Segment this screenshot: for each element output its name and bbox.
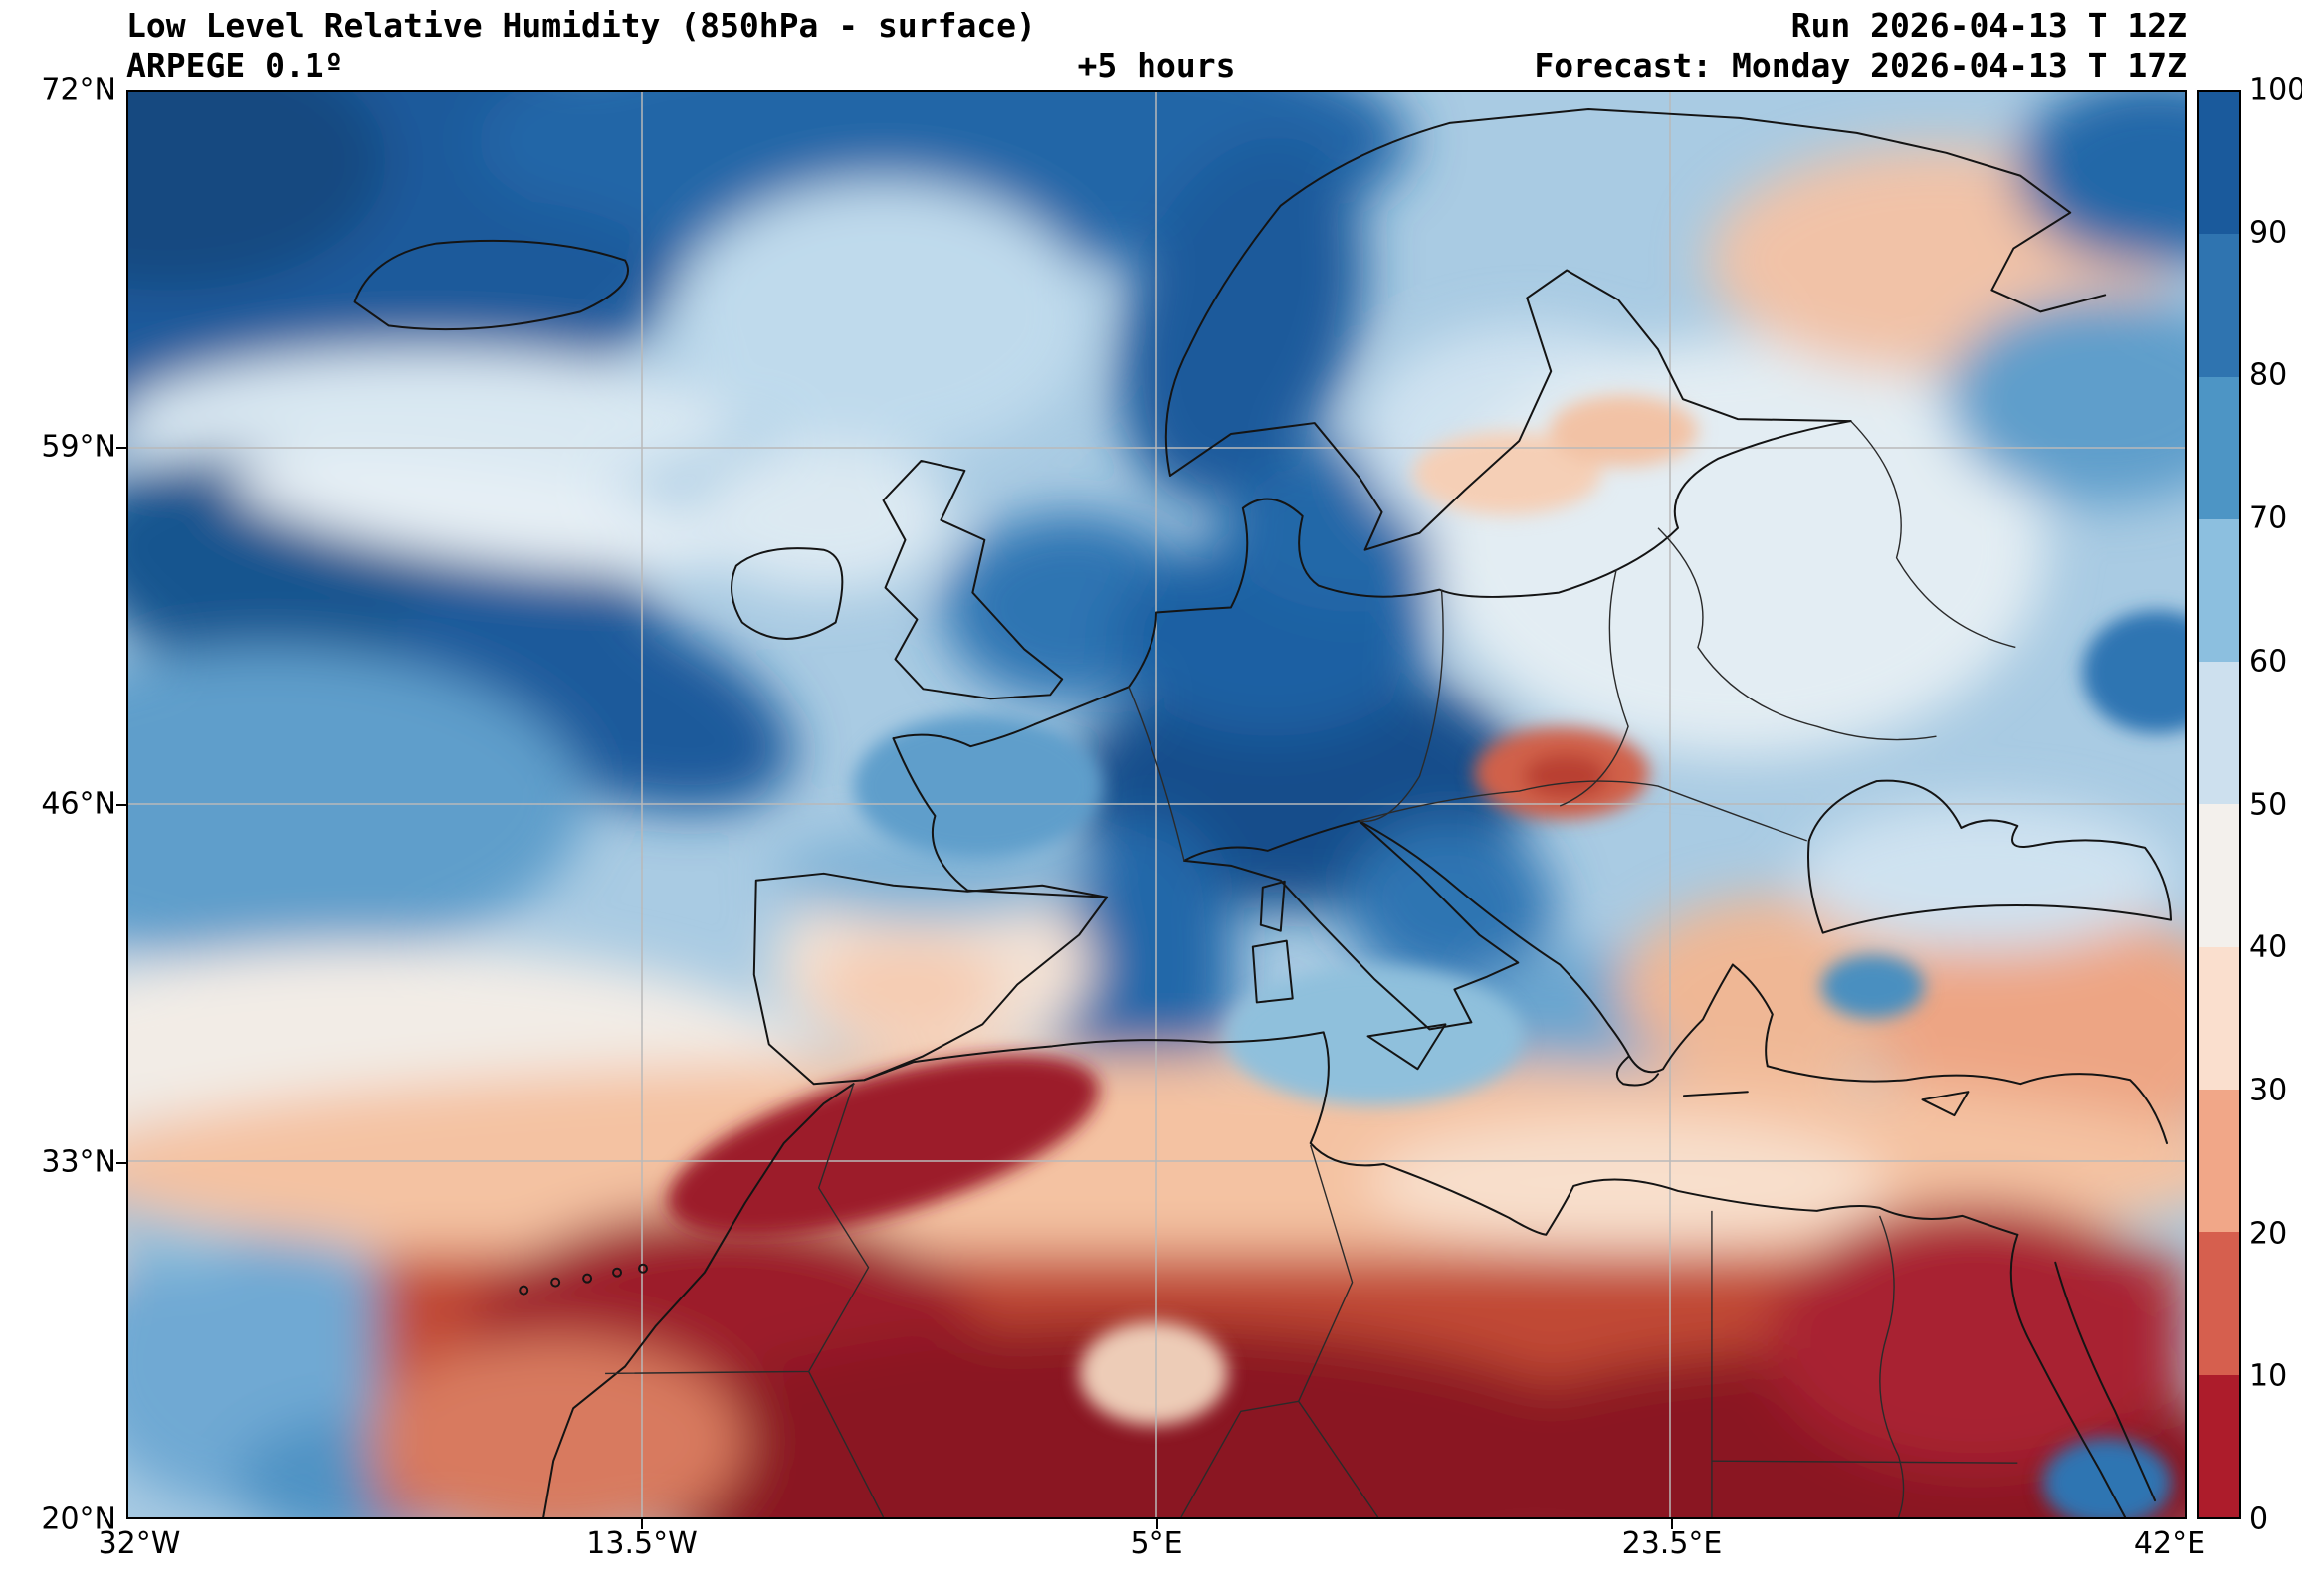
run-label: Run 2026-04-13 T 12Z (1790, 6, 2187, 45)
page-title: Low Level Relative Humidity (850hPa - su… (126, 6, 1036, 45)
colorbar-tick: 70 (2249, 500, 2288, 536)
colorbar-tick: 90 (2249, 215, 2288, 251)
colorbar-tick: 10 (2249, 1358, 2288, 1394)
colorbar-tick: 20 (2249, 1216, 2288, 1252)
colorbar-segment (2199, 518, 2239, 663)
lat-tick: 20°N (41, 1501, 116, 1537)
lon-tick: 42°E (2133, 1526, 2206, 1561)
colorbar-segment (2199, 92, 2239, 235)
axis-tick (116, 447, 126, 449)
lon-tick: 13.5°W (586, 1526, 698, 1561)
humidity-map-canvas (128, 92, 2185, 1517)
lat-tick: 59°N (41, 429, 116, 465)
colorbar-tick: 60 (2249, 644, 2288, 680)
lon-tick: 5°E (1130, 1526, 1183, 1561)
axis-tick (641, 1519, 643, 1529)
lon-tick: 32°W (98, 1526, 181, 1561)
colorbar-segment (2199, 376, 2239, 519)
model-label: ARPEGE 0.1º (126, 46, 344, 85)
colorbar-tick: 40 (2249, 929, 2288, 965)
axis-tick (1671, 1519, 1673, 1529)
axis-tick (116, 804, 126, 806)
grid-lines (128, 92, 2185, 1517)
colorbar-segment (2199, 946, 2239, 1091)
forecast-label: Forecast: Monday 2026-04-13 T 17Z (1534, 46, 2187, 85)
colorbar-segment (2199, 234, 2239, 377)
humidity-field (128, 92, 2185, 1517)
country-borders (605, 420, 2018, 1517)
lat-tick: 46°N (41, 786, 116, 822)
colorbar-tick: 80 (2249, 357, 2288, 393)
colorbar-tick: 50 (2249, 787, 2288, 822)
lat-tick: 72°N (41, 72, 116, 107)
axis-tick (116, 1162, 126, 1164)
lead-time-label: +5 hours (1077, 46, 1236, 85)
map-plot (126, 90, 2187, 1519)
colorbar-tick: 30 (2249, 1073, 2288, 1108)
colorbar-tick: 100 (2249, 72, 2302, 107)
colorbar-segment (2199, 804, 2239, 947)
colorbar-segment (2199, 1232, 2239, 1375)
axis-tick (1156, 1519, 1158, 1529)
colorbar-segment (2199, 1090, 2239, 1233)
colorbar-tick: 0 (2249, 1501, 2269, 1537)
lat-tick: 33°N (41, 1144, 116, 1180)
lon-tick: 23.5°E (1621, 1526, 1723, 1561)
colorbar-segment (2199, 662, 2239, 805)
colorbar (2197, 90, 2241, 1519)
colorbar-segment (2199, 1374, 2239, 1517)
coastlines (353, 107, 2173, 1517)
